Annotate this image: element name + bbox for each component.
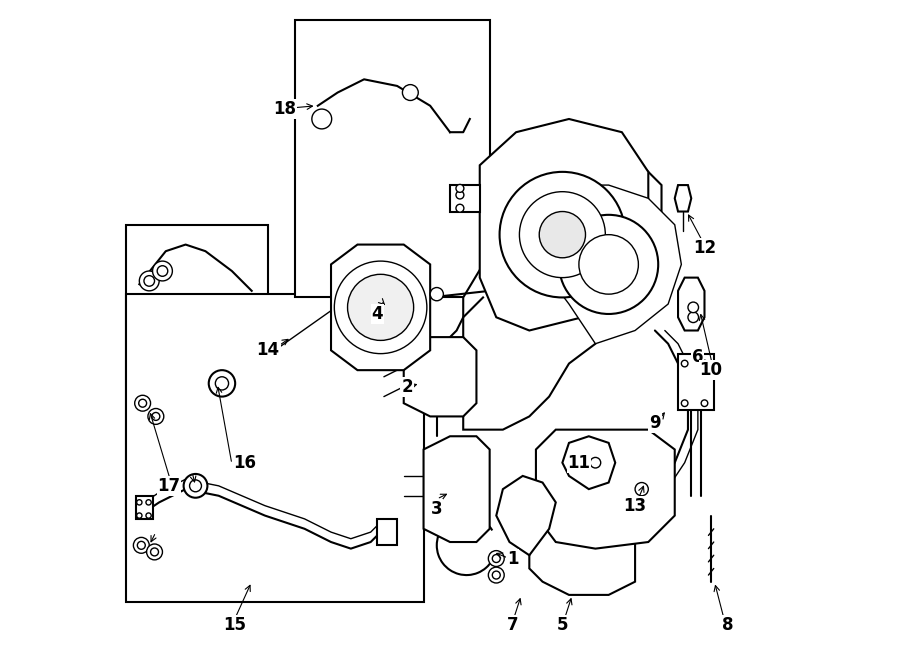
Circle shape <box>312 109 332 129</box>
Bar <box>294 20 490 297</box>
Text: 8: 8 <box>722 615 734 634</box>
Circle shape <box>153 261 173 281</box>
Circle shape <box>590 457 600 468</box>
Circle shape <box>158 266 167 276</box>
Circle shape <box>456 204 464 212</box>
Circle shape <box>139 399 147 407</box>
Polygon shape <box>536 430 675 549</box>
Circle shape <box>138 541 145 549</box>
Circle shape <box>456 184 464 192</box>
Polygon shape <box>464 145 662 430</box>
Circle shape <box>347 274 414 340</box>
Bar <box>126 225 268 549</box>
Circle shape <box>681 400 688 407</box>
Text: 12: 12 <box>693 239 716 257</box>
Circle shape <box>215 377 229 390</box>
Polygon shape <box>529 502 635 595</box>
Circle shape <box>701 360 707 367</box>
Circle shape <box>184 474 207 498</box>
Text: 10: 10 <box>699 361 723 379</box>
Circle shape <box>430 288 444 301</box>
Circle shape <box>492 571 500 579</box>
Circle shape <box>489 551 504 566</box>
Circle shape <box>500 172 626 297</box>
Polygon shape <box>424 436 490 542</box>
Text: 16: 16 <box>234 453 256 472</box>
Circle shape <box>681 360 688 367</box>
Circle shape <box>492 555 500 563</box>
Circle shape <box>135 395 150 411</box>
Circle shape <box>140 271 159 291</box>
Text: 6: 6 <box>692 348 704 366</box>
Circle shape <box>152 412 160 420</box>
Bar <box>126 294 424 602</box>
Polygon shape <box>480 119 648 330</box>
Text: 7: 7 <box>507 615 518 634</box>
Circle shape <box>150 548 158 556</box>
Text: 11: 11 <box>567 453 590 472</box>
Circle shape <box>146 513 151 518</box>
Circle shape <box>701 400 707 407</box>
Text: 9: 9 <box>649 414 661 432</box>
Circle shape <box>137 500 142 505</box>
Bar <box>678 354 715 410</box>
Circle shape <box>577 457 588 468</box>
Bar <box>377 519 397 545</box>
Circle shape <box>559 215 658 314</box>
Circle shape <box>209 370 235 397</box>
Circle shape <box>688 312 698 323</box>
Polygon shape <box>675 185 691 212</box>
Text: 5: 5 <box>556 615 568 634</box>
Circle shape <box>489 567 504 583</box>
Circle shape <box>144 276 155 286</box>
Text: 13: 13 <box>624 496 646 515</box>
Circle shape <box>146 500 151 505</box>
Circle shape <box>402 85 418 100</box>
Text: 15: 15 <box>224 615 247 634</box>
Circle shape <box>519 192 606 278</box>
Text: 3: 3 <box>431 500 443 518</box>
Polygon shape <box>562 436 616 489</box>
Circle shape <box>688 302 698 313</box>
Circle shape <box>190 480 202 492</box>
Polygon shape <box>496 476 556 555</box>
Circle shape <box>137 513 142 518</box>
Circle shape <box>133 537 149 553</box>
Polygon shape <box>678 278 705 330</box>
Text: 17: 17 <box>158 477 181 495</box>
Bar <box>136 496 153 519</box>
Circle shape <box>635 483 648 496</box>
Circle shape <box>539 212 586 258</box>
Circle shape <box>148 408 164 424</box>
Text: 14: 14 <box>256 341 280 360</box>
Text: 1: 1 <box>507 549 518 568</box>
Circle shape <box>334 261 427 354</box>
Polygon shape <box>536 185 681 344</box>
Circle shape <box>147 544 163 560</box>
Circle shape <box>456 191 464 199</box>
Text: 2: 2 <box>401 377 413 396</box>
Text: 4: 4 <box>372 305 383 323</box>
Text: 18: 18 <box>274 100 296 118</box>
Polygon shape <box>331 245 430 370</box>
Polygon shape <box>450 185 480 212</box>
Polygon shape <box>404 337 476 416</box>
Circle shape <box>579 235 638 294</box>
